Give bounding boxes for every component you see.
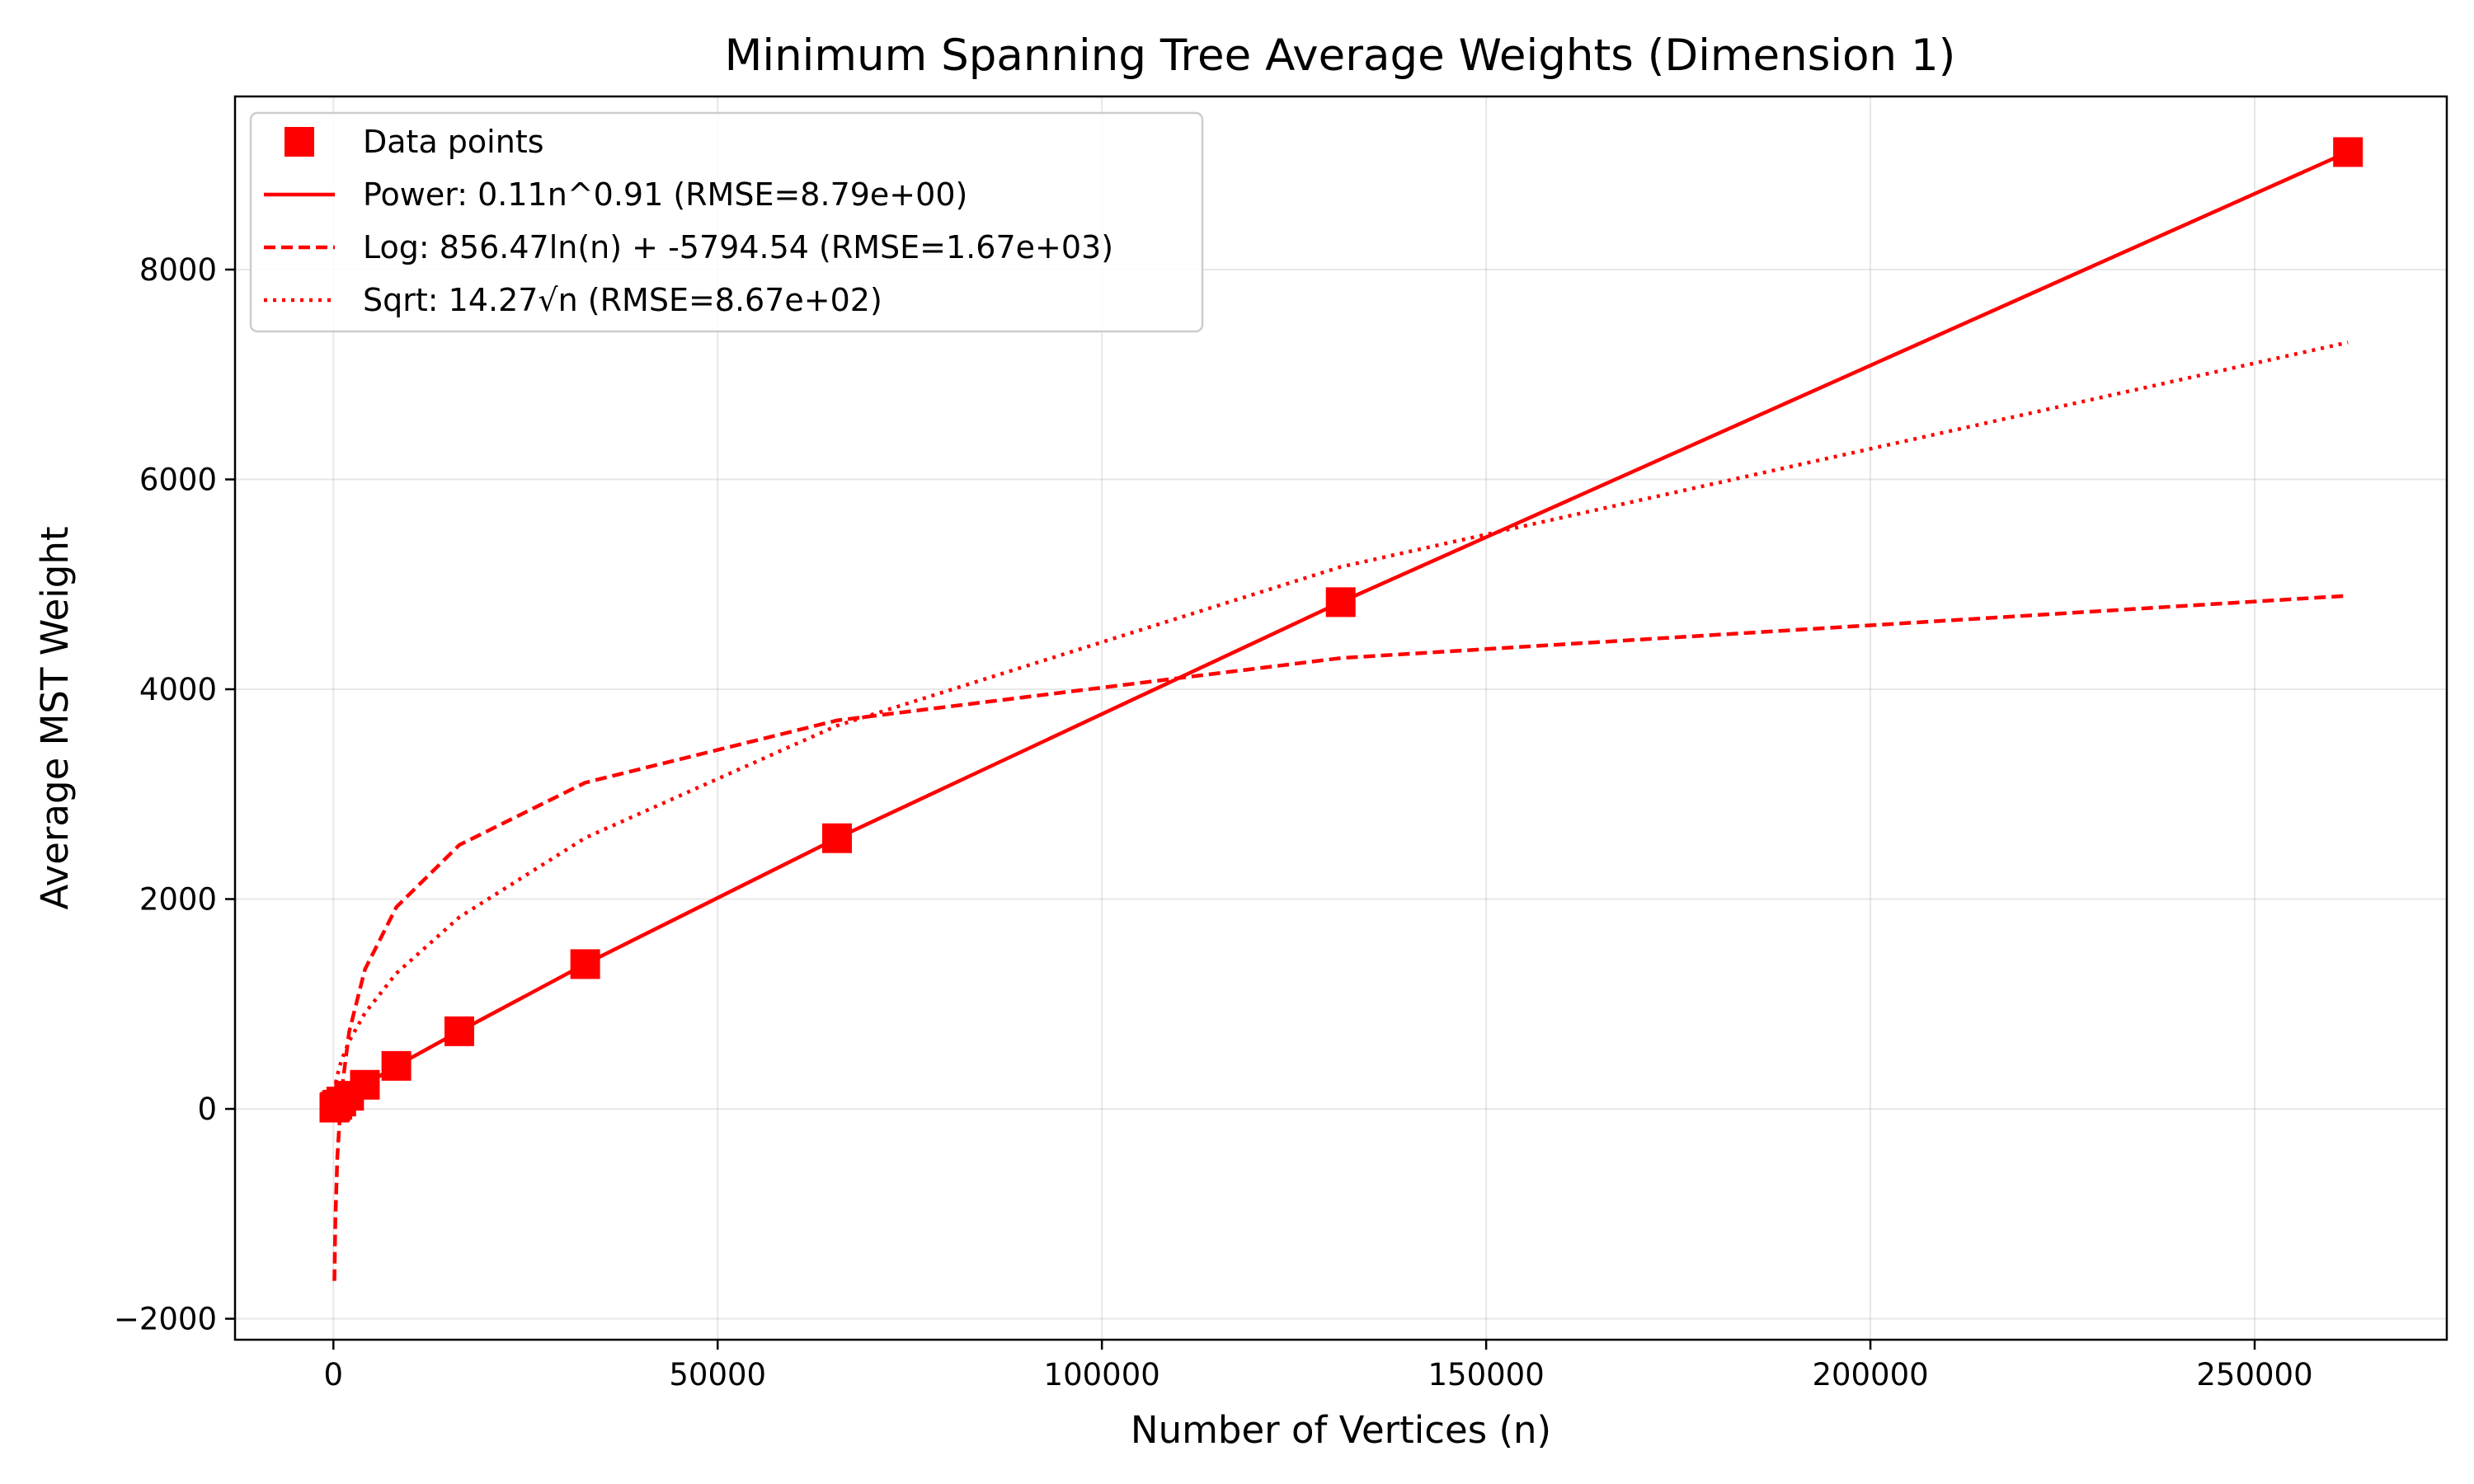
data-point xyxy=(2333,137,2363,167)
y-tick-label: 2000 xyxy=(139,882,217,918)
x-tick-label: 50000 xyxy=(669,1357,766,1392)
legend: Data points Power: 0.11n^0.91 (RMSE=8.79e… xyxy=(249,111,1204,333)
data-point xyxy=(1325,587,1356,618)
x-tick-label: 200000 xyxy=(1812,1357,1928,1392)
x-tick-label: 0 xyxy=(324,1357,344,1392)
legend-label: Log: 856.47ln(n) + -5794.54 (RMSE=1.67e+… xyxy=(363,229,1113,265)
legend-label: Data points xyxy=(363,124,544,160)
data-point xyxy=(350,1069,380,1100)
x-axis-label: Number of Vertices (n) xyxy=(1131,1408,1551,1452)
series-line-dashed xyxy=(332,594,2349,1281)
legend-label: Power: 0.11n^0.91 (RMSE=8.79e+00) xyxy=(363,176,967,213)
legend-marker xyxy=(285,127,314,157)
data-point xyxy=(381,1050,412,1081)
data-point xyxy=(570,949,600,979)
plot-frame xyxy=(233,95,2448,1341)
data-point xyxy=(822,823,853,853)
legend-label: Sqrt: 14.27√n (RMSE=8.67e+02) xyxy=(363,282,882,318)
y-tick-label: 6000 xyxy=(139,462,217,497)
y-tick-label: 8000 xyxy=(139,252,217,288)
y-tick-label: −2000 xyxy=(114,1302,217,1337)
series-line-dotted xyxy=(332,340,2349,1092)
x-axis: 0 50000 100000 150000 200000 250000 xyxy=(324,1340,2313,1392)
data-point xyxy=(444,1016,474,1046)
plot-area xyxy=(319,137,2363,1281)
x-tick-label: 250000 xyxy=(2196,1357,2312,1392)
legend-box xyxy=(249,111,1204,333)
x-tick-label: 150000 xyxy=(1428,1357,1545,1392)
chart-title: Minimum Spanning Tree Average Weights (D… xyxy=(725,31,1956,81)
y-axis: −2000 0 2000 4000 6000 8000 xyxy=(114,252,235,1337)
x-tick-label: 100000 xyxy=(1044,1357,1160,1392)
y-tick-label: 0 xyxy=(197,1092,217,1127)
y-tick-label: 4000 xyxy=(139,672,217,707)
y-axis-label: Average MST Weight xyxy=(33,526,77,909)
